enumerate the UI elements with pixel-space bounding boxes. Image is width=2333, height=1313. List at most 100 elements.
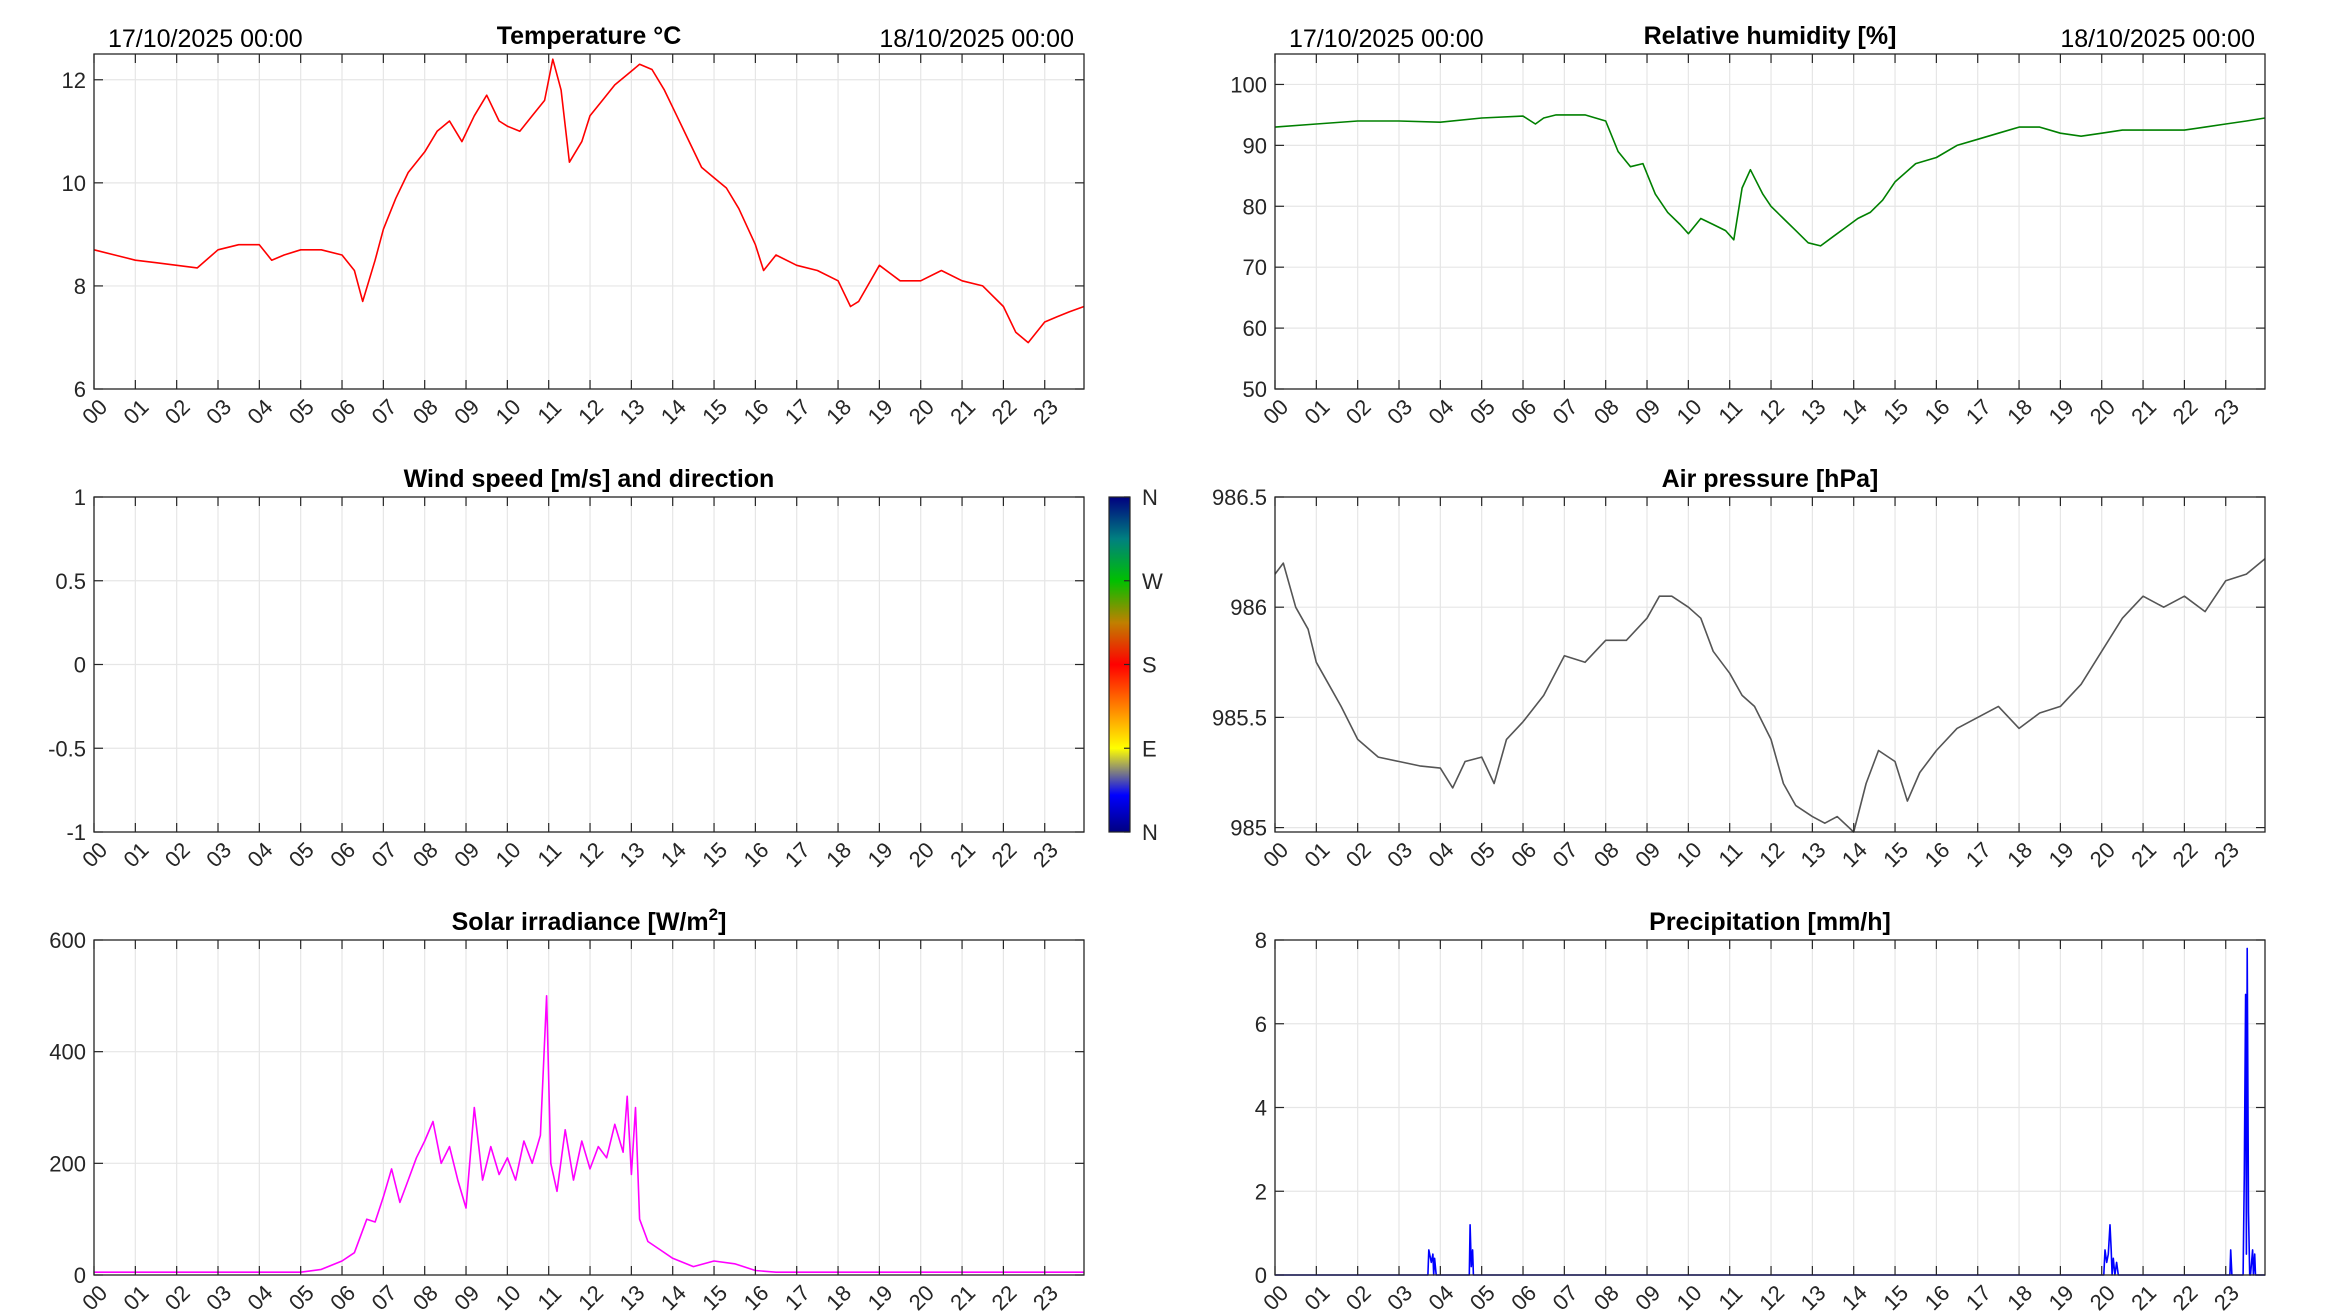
x-tick-label: 06 [325, 394, 360, 429]
x-tick-label: 04 [243, 394, 278, 429]
x-tick-label: 21 [2126, 394, 2161, 429]
x-tick-label: 06 [1506, 1280, 1541, 1313]
x-tick-label: 09 [449, 837, 484, 872]
x-tick-label: 04 [243, 837, 278, 872]
axes-box [93, 53, 1085, 390]
x-tick-label: 01 [119, 394, 154, 429]
x-tick-label: 21 [945, 394, 980, 429]
x-tick-label: 09 [449, 1280, 484, 1313]
x-tick-label: 08 [408, 1280, 443, 1313]
x-tick-label: 11 [532, 1281, 566, 1313]
axes-box [93, 939, 1085, 1276]
y-tick-label: 12 [62, 68, 86, 93]
chart-title: Wind speed [m/s] and direction [404, 465, 775, 493]
x-tick-label: 00 [1258, 837, 1293, 872]
wind-speed-chart: 00 01 02 03 04 05 06 07 08 09 10 11 12 13 14 15 16 17 18 19… [48, 465, 1085, 872]
x-tick-label: 04 [1424, 394, 1459, 429]
x-tick-label: 13 [1796, 394, 1831, 429]
x-tick-label: 16 [1920, 837, 1955, 872]
y-tick-label: 985 [1230, 816, 1267, 841]
x-tick-label: 09 [1630, 1280, 1665, 1313]
x-tick-label: 06 [325, 1280, 360, 1313]
x-tick-label: 17 [1961, 1280, 1996, 1313]
y-tick-label: 1 [74, 485, 86, 510]
x-tick-label: 12 [573, 394, 608, 429]
x-tick-label: 01 [1300, 394, 1335, 429]
x-tick-label: 10 [491, 394, 526, 429]
x-tick-label: 20 [904, 394, 939, 429]
x-tick-label: 12 [573, 1280, 608, 1313]
x-tick-label: 18 [821, 394, 856, 429]
x-tick-label: 10 [491, 1280, 526, 1313]
x-tick-label: 03 [201, 837, 236, 872]
x-tick-label: 16 [739, 1280, 774, 1313]
x-tick-label: 23 [2209, 837, 2244, 872]
x-tick-label: 20 [904, 1280, 939, 1313]
x-tick-label: 23 [1028, 837, 1063, 872]
colorbar-label: N [1142, 485, 1158, 510]
x-tick-label: 12 [1754, 1280, 1789, 1313]
series-line [94, 995, 1084, 1273]
x-tick-label: 06 [1506, 837, 1541, 872]
y-tick-label: 400 [49, 1040, 86, 1065]
colorbar-label: W [1142, 569, 1163, 594]
x-tick-label: 10 [1672, 1280, 1707, 1313]
x-tick-label: 03 [201, 394, 236, 429]
y-tick-label: 0 [74, 653, 86, 678]
x-tick-label: 12 [1754, 837, 1789, 872]
series-line [1274, 558, 2266, 833]
plot-area [94, 54, 1084, 389]
y-tick-label: 80 [1243, 194, 1267, 219]
y-tick-label: 90 [1243, 133, 1267, 158]
x-tick-label: 19 [2044, 394, 2079, 429]
x-tick-label: 23 [1028, 394, 1063, 429]
precipitation-chart: 00 01 02 03 04 05 06 07 08 09 10 11 12 13 14 15 16 17 18 19… [1255, 908, 2266, 1313]
x-tick-label: 02 [1341, 394, 1376, 429]
x-tick-label: 14 [656, 1280, 691, 1313]
x-tick-label: 14 [1837, 394, 1872, 429]
axes-box [1274, 496, 2266, 833]
x-tick-label: 07 [1548, 837, 1583, 872]
y-tick-label: 2 [1255, 1179, 1267, 1204]
y-tick-label: -0.5 [48, 736, 86, 761]
x-tick-label: 03 [1382, 837, 1417, 872]
y-tick-label: 600 [49, 928, 86, 953]
x-tick-label: 15 [1878, 1280, 1913, 1313]
x-tick-label: 13 [615, 837, 650, 872]
series-line [93, 58, 1085, 344]
x-tick-label: 01 [1300, 1280, 1335, 1313]
x-tick-label: 18 [2002, 1280, 2037, 1313]
x-tick-label: 09 [1630, 394, 1665, 429]
x-tick-label: 22 [2168, 1280, 2203, 1313]
chart-title: Air pressure [hPa] [1662, 465, 1879, 493]
x-tick-label: 16 [739, 394, 774, 429]
x-tick-label: 08 [1589, 394, 1624, 429]
x-tick-label: 20 [904, 837, 939, 872]
series-line [1274, 114, 2266, 247]
date-start-label: 17/10/2025 00:00 [108, 25, 303, 53]
y-tick-label: 200 [49, 1151, 86, 1176]
y-tick-label: 4 [1255, 1096, 1267, 1121]
x-tick-label: 22 [987, 837, 1022, 872]
y-tick-label: 0 [74, 1263, 86, 1288]
x-tick-label: 16 [739, 837, 774, 872]
x-tick-label: 12 [1754, 394, 1789, 429]
x-tick-label: 02 [1341, 837, 1376, 872]
x-tick-label: 08 [1589, 1280, 1624, 1313]
x-tick-label: 22 [987, 394, 1022, 429]
x-tick-label: 07 [1548, 1280, 1583, 1313]
x-tick-label: 14 [1837, 837, 1872, 872]
relative-humidity-chart: 00 01 02 03 04 05 06 07 08 09 10 11 12 13 14 15 16 17 18 19… [1230, 22, 2266, 429]
x-tick-label: 07 [1548, 394, 1583, 429]
y-tick-label: 10 [62, 171, 86, 196]
x-tick-label: 05 [284, 1280, 319, 1313]
x-tick-label: 05 [284, 837, 319, 872]
x-tick-label: 02 [160, 837, 195, 872]
x-tick-label: 06 [1506, 394, 1541, 429]
chart-title: Relative humidity [%] [1644, 22, 1897, 50]
x-tick-label: 01 [119, 1280, 154, 1313]
x-tick-label: 13 [1796, 1280, 1831, 1313]
x-tick-label: 14 [1837, 1280, 1872, 1313]
x-tick-label: 23 [2209, 394, 2244, 429]
x-tick-label: 19 [863, 394, 898, 429]
